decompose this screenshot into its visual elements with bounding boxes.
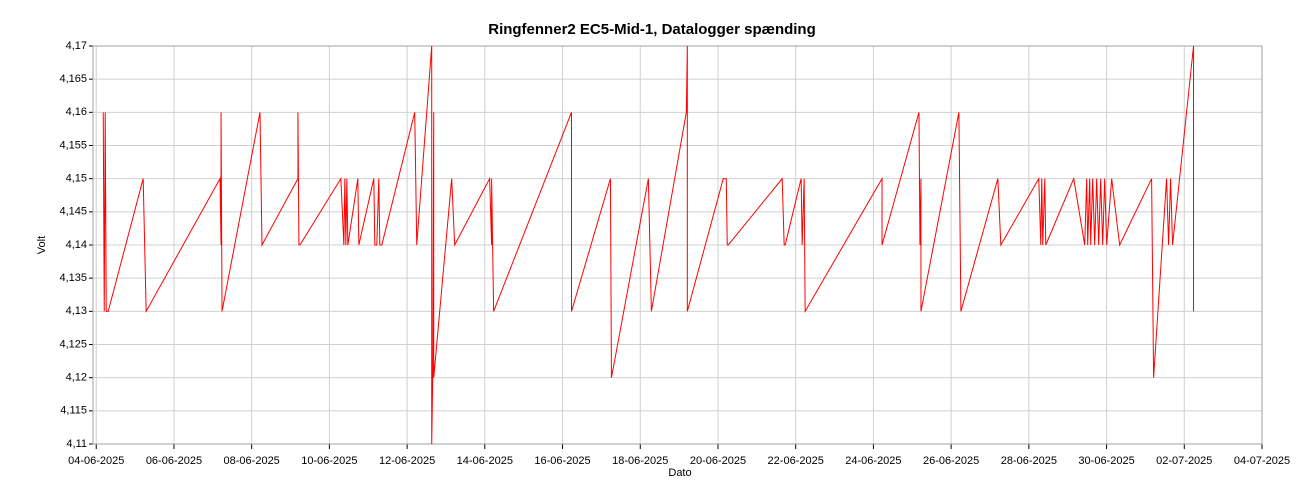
- x-tick-label: 14-06-2025: [457, 455, 513, 467]
- y-tick-label: 4,16: [66, 106, 87, 118]
- x-tick-label: 18-06-2025: [612, 455, 668, 467]
- y-tick-label: 4,135: [59, 272, 87, 284]
- x-tick-label: 08-06-2025: [224, 455, 280, 467]
- x-tick-label: 04-06-2025: [68, 455, 124, 467]
- data-line: [102, 45, 1195, 445]
- y-tick-label: 4,145: [59, 206, 87, 218]
- x-tick-label: 02-07-2025: [1156, 455, 1212, 467]
- x-tick-label: 04-07-2025: [1234, 455, 1290, 467]
- x-axis-label: Dato: [668, 467, 691, 479]
- x-tick-label: 10-06-2025: [301, 455, 357, 467]
- x-tick-label: 16-06-2025: [534, 455, 590, 467]
- y-tick-label: 4,15: [66, 173, 87, 185]
- x-tick-label: 06-06-2025: [146, 455, 202, 467]
- x-tick-label: 22-06-2025: [768, 455, 824, 467]
- y-tick-label: 4,165: [59, 73, 87, 85]
- x-tick-label: 26-06-2025: [923, 455, 979, 467]
- y-tick-label: 4,17: [66, 40, 87, 52]
- chart-title: Ringfenner2 EC5-Mid-1, Datalogger spændi…: [488, 21, 816, 38]
- y-tick-label: 4,125: [59, 338, 87, 350]
- y-tick-label: 4,13: [66, 305, 87, 317]
- y-tick-label: 4,155: [59, 139, 87, 151]
- x-tick-label: 20-06-2025: [690, 455, 746, 467]
- x-tick-label: 24-06-2025: [845, 455, 901, 467]
- x-tick-label: 28-06-2025: [1001, 455, 1057, 467]
- plot-frame: [92, 45, 1263, 445]
- y-tick-label: 4,14: [66, 239, 87, 251]
- y-tick-label: 4,115: [60, 405, 87, 417]
- x-tick-label: 30-06-2025: [1078, 455, 1134, 467]
- y-tick-label: 4,12: [66, 372, 87, 384]
- y-axis-label: Volt: [36, 236, 48, 254]
- x-tick-label: 12-06-2025: [379, 455, 435, 467]
- y-tick-label: 4,11: [66, 438, 87, 450]
